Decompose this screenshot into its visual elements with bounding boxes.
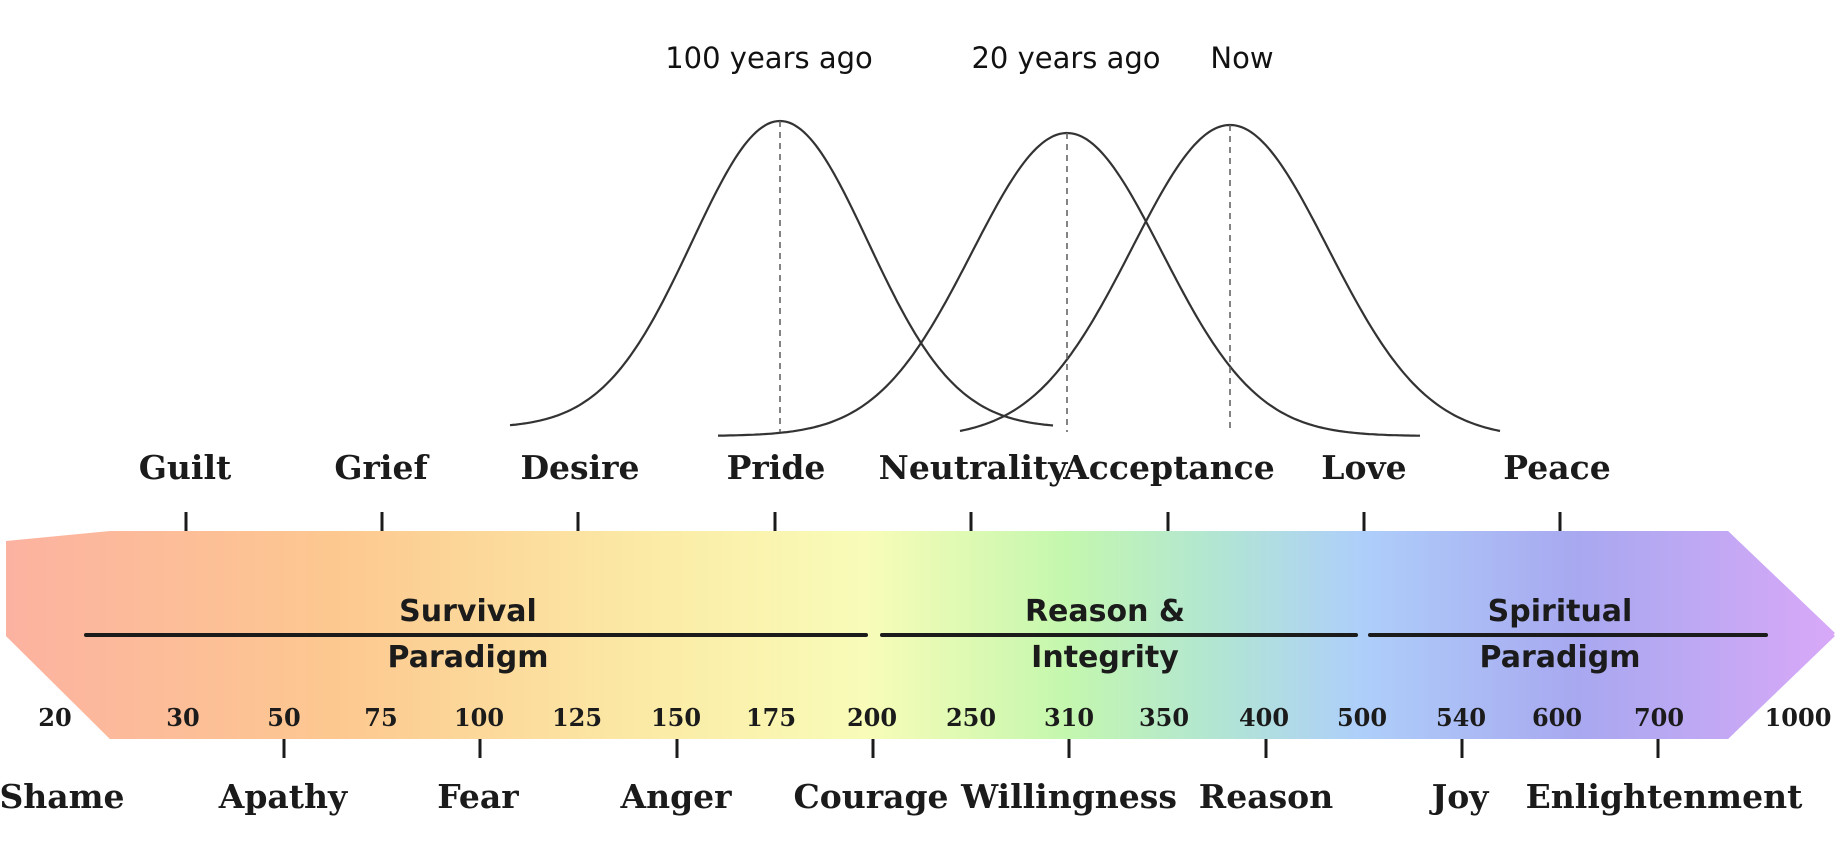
- scale-numbers: 20 30 50 75 100 125 150 175 200 250 310 …: [38, 703, 1831, 732]
- level-neutrality: Neutrality: [879, 448, 1068, 487]
- curve-label-20-years-ago: 20 years ago: [971, 41, 1160, 75]
- level-shame: Shame: [0, 777, 125, 816]
- curve-label-100-years-ago: 100 years ago: [665, 41, 873, 75]
- paradigm-reason-line2: Integrity: [1031, 640, 1179, 675]
- scale-number: 250: [946, 703, 996, 732]
- level-peace: Peace: [1503, 448, 1610, 487]
- paradigm-survival-line2: Paradigm: [388, 640, 549, 675]
- level-courage: Courage: [793, 777, 948, 816]
- level-guilt: Guilt: [139, 448, 232, 487]
- scale-number: 310: [1044, 703, 1094, 732]
- scale-number: 50: [267, 703, 300, 732]
- level-apathy: Apathy: [218, 777, 348, 816]
- scale-number: 150: [651, 703, 701, 732]
- scale-number: 400: [1239, 703, 1289, 732]
- scale-number: 540: [1436, 703, 1486, 732]
- paradigm-spiritual-line1: Spiritual: [1488, 594, 1633, 629]
- level-anger: Anger: [619, 777, 732, 816]
- scale-number: 30: [166, 703, 199, 732]
- scale-number: 350: [1139, 703, 1189, 732]
- scale-number: 75: [364, 703, 397, 732]
- level-desire: Desire: [520, 448, 639, 487]
- scale-number: 500: [1337, 703, 1387, 732]
- level-enlightenment: Enlightenment: [1526, 777, 1803, 816]
- top-levels: Guilt Grief Desire Pride Neutrality Acce…: [139, 448, 1611, 531]
- scale-number: 200: [847, 703, 897, 732]
- curve-label-now: Now: [1210, 41, 1273, 75]
- distribution-curves: 100 years ago 20 years ago Now: [509, 41, 1501, 437]
- scale-number: 20: [38, 703, 71, 732]
- scale-number: 125: [552, 703, 602, 732]
- level-acceptance: Acceptance: [1062, 448, 1275, 487]
- scale-number: 600: [1532, 703, 1582, 732]
- scale-number: 1000: [1765, 703, 1832, 732]
- scale-number: 700: [1634, 703, 1684, 732]
- bottom-levels: Shame Apathy Fear Anger Courage Willingn…: [0, 739, 1803, 816]
- scale-number: 100: [454, 703, 504, 732]
- curve-100-years-ago: [509, 119, 1054, 427]
- level-reason: Reason: [1199, 777, 1333, 816]
- level-willingness: Willingness: [960, 777, 1177, 816]
- level-joy: Joy: [1429, 777, 1490, 816]
- level-fear: Fear: [437, 777, 519, 816]
- level-pride: Pride: [727, 448, 826, 487]
- paradigm-reason-line1: Reason &: [1025, 594, 1185, 629]
- curve-20-years-ago: [718, 131, 1420, 437]
- level-grief: Grief: [334, 448, 429, 487]
- paradigm-spiritual-line2: Paradigm: [1480, 640, 1641, 675]
- level-love: Love: [1321, 448, 1406, 487]
- paradigm-survival-line1: Survival: [399, 594, 537, 629]
- scale-number: 175: [746, 703, 796, 732]
